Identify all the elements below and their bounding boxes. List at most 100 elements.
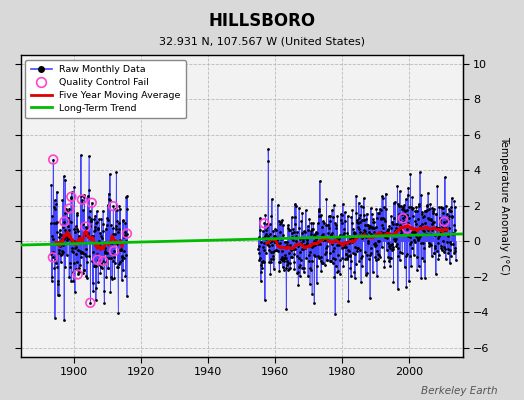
Point (82, 253, 91, 260)
Point (334, 237, 342, 243)
Point (311, 242, 319, 248)
Point (395, 217, 403, 224)
Point (101, 248, 109, 255)
Point (432, 211, 440, 218)
Point (388, 246, 397, 252)
Point (96, 270, 105, 276)
Point (90, 228, 98, 234)
Point (123, 230, 131, 237)
Point (349, 235, 357, 241)
Point (343, 238, 351, 245)
Point (268, 238, 277, 244)
Point (424, 190, 432, 196)
Point (428, 252, 436, 259)
Point (310, 232, 319, 238)
Point (394, 245, 402, 252)
Point (337, 211, 345, 218)
Point (323, 238, 332, 244)
Point (62, 252, 71, 258)
Point (430, 250, 439, 256)
Point (383, 227, 391, 234)
Point (342, 251, 350, 258)
Point (447, 208, 456, 214)
Point (291, 246, 300, 252)
Point (442, 227, 450, 233)
Point (119, 255, 128, 261)
Point (316, 213, 324, 219)
Point (449, 240, 457, 247)
Point (115, 202, 124, 209)
Point (288, 254, 297, 260)
Point (368, 224, 376, 230)
Point (66, 260, 74, 266)
Point (341, 209, 349, 216)
Point (80, 267, 88, 273)
Point (365, 225, 373, 231)
Point (416, 169, 424, 175)
Point (110, 248, 118, 254)
Point (67, 219, 75, 226)
Point (70, 226, 78, 232)
Point (112, 223, 120, 229)
Point (258, 244, 267, 250)
Point (48, 213, 56, 219)
Point (331, 255, 339, 262)
Point (390, 228, 399, 235)
Point (396, 188, 404, 194)
Point (344, 253, 352, 260)
Point (342, 251, 351, 257)
Point (411, 218, 419, 224)
Point (62, 206, 70, 212)
Point (448, 214, 456, 220)
Point (357, 235, 366, 241)
Point (260, 220, 269, 226)
Point (52, 219, 60, 226)
Point (420, 245, 428, 252)
Point (391, 198, 399, 205)
Point (346, 258, 355, 264)
Point (261, 232, 269, 239)
Point (352, 260, 360, 267)
Point (343, 255, 351, 262)
Point (256, 278, 265, 284)
Point (121, 220, 129, 227)
Point (412, 204, 420, 210)
Point (119, 267, 127, 274)
Point (429, 208, 437, 214)
Point (287, 247, 295, 254)
Point (400, 264, 409, 270)
Point (441, 174, 449, 181)
Point (114, 220, 123, 226)
Point (328, 241, 336, 247)
Point (279, 255, 287, 262)
Point (88, 233, 96, 240)
Point (441, 245, 450, 252)
Point (419, 240, 427, 246)
Point (102, 258, 110, 265)
Point (363, 270, 371, 276)
Point (69, 249, 77, 255)
Point (449, 231, 457, 238)
Point (380, 264, 389, 270)
Point (400, 218, 409, 224)
Point (268, 242, 276, 248)
Point (413, 267, 421, 273)
Point (272, 240, 281, 246)
Point (351, 275, 359, 281)
Point (402, 212, 411, 218)
Point (446, 253, 455, 260)
Point (446, 247, 454, 254)
Point (328, 232, 336, 238)
Point (320, 235, 328, 241)
Point (433, 235, 442, 242)
Point (360, 227, 368, 234)
Point (58, 251, 66, 257)
Point (256, 227, 265, 234)
Point (308, 258, 316, 265)
Point (321, 237, 330, 243)
Point (92, 296, 100, 303)
Point (277, 256, 286, 262)
Point (425, 206, 434, 212)
Point (282, 265, 290, 272)
Point (295, 255, 303, 261)
